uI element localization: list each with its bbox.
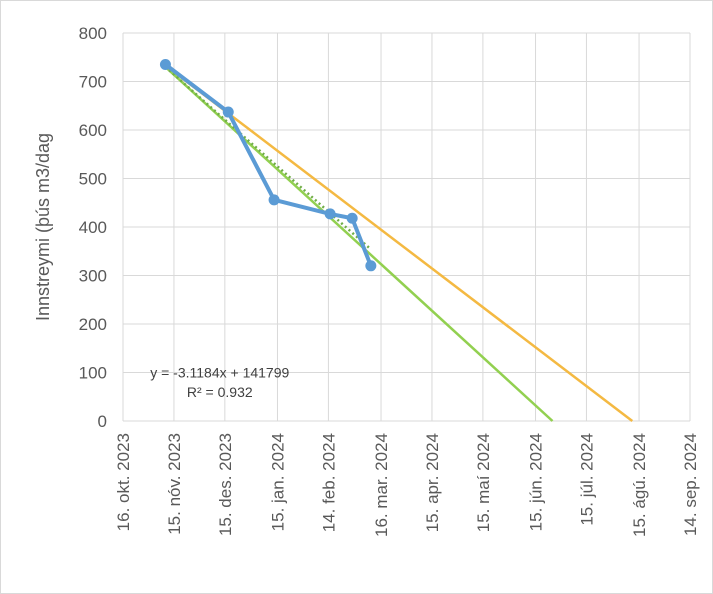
x-tick-label: 15. des. 2023 — [216, 433, 235, 536]
x-tick-label: 15. jún. 2024 — [527, 433, 546, 531]
x-tick-label: 15. júl. 2024 — [577, 433, 596, 526]
x-tick-label: 16. okt. 2023 — [114, 433, 133, 531]
x-tick-label: 15. maí 2024 — [474, 433, 493, 532]
measured-inflow-point — [159, 59, 171, 71]
y-tick-label: 300 — [79, 267, 107, 286]
linear-trendline — [164, 66, 372, 251]
y-tick-label: 0 — [98, 412, 107, 431]
projection-line-2 — [164, 66, 554, 422]
measured-inflow-point — [268, 194, 280, 206]
measured-inflow-line — [163, 62, 373, 268]
y-tick-label: 200 — [79, 315, 107, 334]
series-layer — [159, 59, 634, 422]
measured-inflow-point — [365, 260, 377, 272]
x-tick-label: 15. jan. 2024 — [268, 433, 287, 531]
trendline-r-squared: R² = 0.932 — [187, 384, 253, 400]
grid-layer — [122, 32, 691, 422]
y-tick-label: 400 — [79, 218, 107, 237]
y-tick-label: 500 — [79, 170, 107, 189]
x-tick-label: 15. nóv. 2023 — [165, 433, 184, 535]
y-axis-title: Innstreymi (þús m3/dag — [33, 133, 53, 321]
y-tick-label: 800 — [79, 24, 107, 43]
y-tick-label: 100 — [79, 364, 107, 383]
measured-inflow-point — [346, 212, 358, 224]
measured-inflow-point — [222, 106, 234, 118]
x-tick-label: 15. apr. 2024 — [423, 433, 442, 532]
projection-line-3 — [164, 64, 634, 422]
trendline-equation: y = -3.1184x + 141799 — [150, 365, 289, 381]
x-tick-label: 14. sep. 2024 — [681, 433, 700, 536]
y-tick-label: 700 — [79, 73, 107, 92]
label-layer: y = -3.1184x + 141799 R² = 0.932 — [150, 365, 289, 400]
axis-layer: 0 100 200 300 400 500 600 700 800 16. okt. 2023 15… — [33, 24, 700, 537]
x-tick-label: 14. feb. 2024 — [319, 433, 338, 532]
y-tick-label: 600 — [79, 121, 107, 140]
x-tick-label: 16. mar. 2024 — [372, 433, 391, 537]
measured-inflow-point — [324, 208, 336, 220]
x-tick-label: 15. ágú. 2024 — [630, 433, 649, 537]
